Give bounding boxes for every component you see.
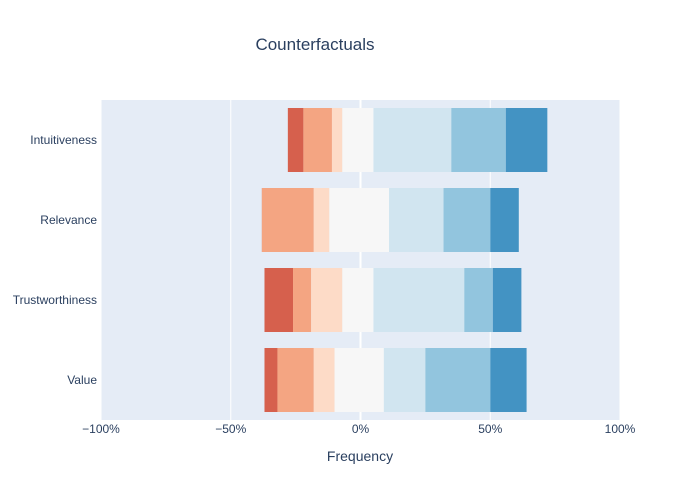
bar-segment — [313, 188, 330, 252]
x-tick-label: 50% — [478, 422, 502, 436]
bar-segment — [425, 348, 491, 412]
bar-segment — [287, 108, 304, 172]
chart-title: Counterfactuals — [255, 35, 374, 54]
x-tick-label: 0% — [352, 422, 370, 436]
bar-segment — [313, 348, 335, 412]
bar-segment — [342, 108, 374, 172]
bar-segment — [490, 348, 527, 412]
bar-segment — [303, 108, 332, 172]
bar-segment — [373, 268, 465, 332]
bar-segment — [490, 188, 519, 252]
bar-segment — [264, 348, 278, 412]
bar-segment — [505, 108, 548, 172]
x-axis-ticks: −100% −50% 0% 50% 100% — [82, 422, 636, 436]
bar-segment — [277, 348, 314, 412]
bar-segment — [443, 188, 491, 252]
bar-segment — [331, 108, 343, 172]
bar-segment — [261, 188, 314, 252]
bar-segment — [464, 268, 493, 332]
bar-segment — [264, 268, 294, 332]
bar-segment — [342, 268, 374, 332]
y-tick-label: Value — [67, 373, 97, 387]
x-tick-label: −100% — [82, 422, 120, 436]
bar-segment — [389, 188, 444, 252]
y-tick-label: Relevance — [40, 213, 97, 227]
bar-segment — [293, 268, 312, 332]
y-axis-ticks: Intuitiveness Relevance Trustworthiness Val… — [13, 133, 98, 387]
bars-layer — [261, 108, 548, 412]
x-tick-label: −50% — [215, 422, 246, 436]
bar-segment — [373, 108, 452, 172]
bar-segment — [329, 188, 390, 252]
y-tick-label: Intuitiveness — [30, 133, 97, 147]
x-axis-title: Frequency — [327, 448, 393, 464]
x-tick-label: 100% — [605, 422, 636, 436]
y-tick-label: Trustworthiness — [13, 293, 97, 307]
bar-segment — [334, 348, 384, 412]
bar-segment — [311, 268, 343, 332]
bar-segment — [383, 348, 426, 412]
bar-segment — [492, 268, 522, 332]
bar-segment — [451, 108, 506, 172]
